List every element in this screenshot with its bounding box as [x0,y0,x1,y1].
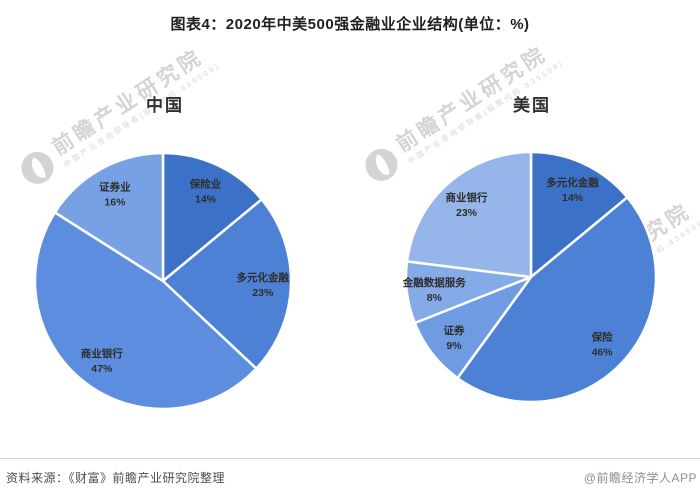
pie-title-china: 中国 [146,96,184,115]
pie-0-slice-3 [53,151,165,283]
pie-1-slice-1-label: 保险 46% [591,331,614,359]
pie-1-slice-4-label: 商业银行 23% [446,191,488,219]
pie-1-slice-3-label: 金融数据服务 8% [402,276,466,304]
pie-1-slice-2-label: 证券 9% [444,324,465,352]
source-note: 资料来源：《财富》前瞻产业研究院整理 [6,471,226,485]
pie-1-slice-0-label: 多元化金融 14% [546,176,599,204]
pie-title-usa: 美国 [513,96,551,115]
pie-0-slice-0-label: 保险业 14% [189,178,222,206]
pie-0-slice-3-label: 证券业 16% [99,181,131,209]
pie-1-slice-4 [405,150,533,279]
pie-0-slice-1 [161,198,293,370]
pie-0-slice-0 [161,151,263,283]
pie-0-slice-2 [33,211,258,411]
pie-0-slice-2-label: 商业银行 47% [81,347,123,375]
footer-divider [0,458,700,459]
credit-label: @前瞻经济学人APP [583,471,697,485]
pie-1-slice-1 [456,196,658,404]
pie-1-slice-0 [529,150,629,279]
chart-title: 图表4：2020年中美500强金融业企业结构(单位：%) [170,16,530,33]
pie-0-slice-1-label: 多元化金融 23% [237,271,290,299]
